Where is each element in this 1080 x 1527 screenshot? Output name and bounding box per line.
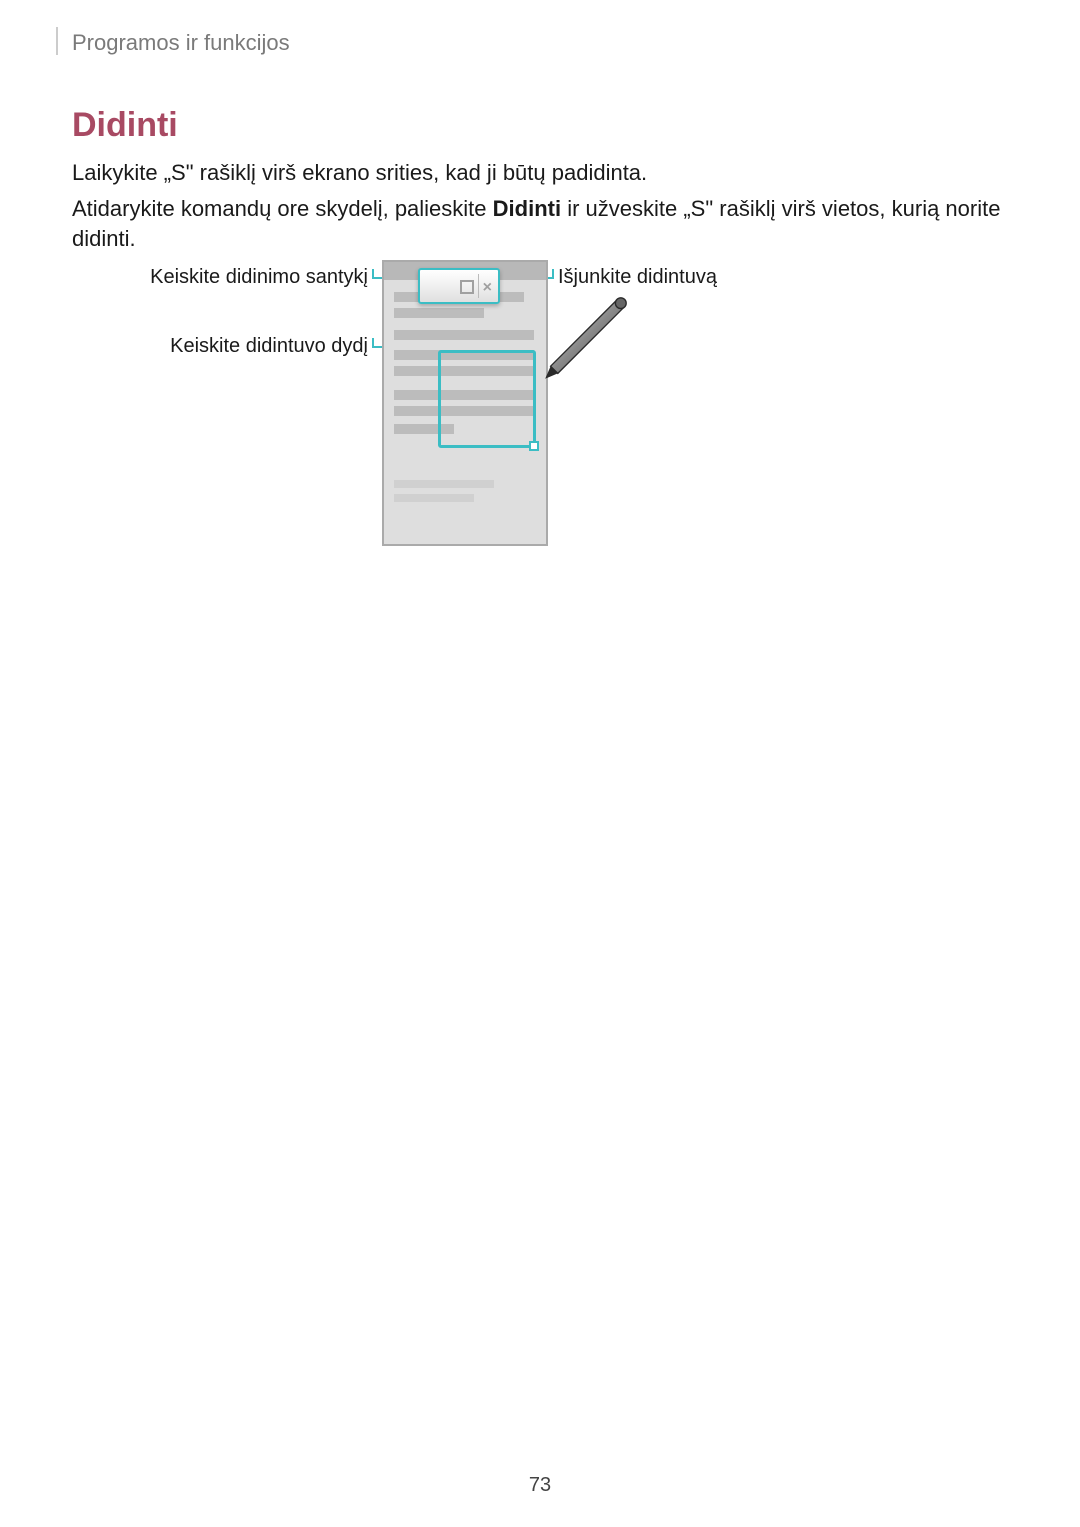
page-title: Didinti (72, 106, 178, 145)
paragraph-2: Atidarykite komandų ore skydelį, paliesk… (72, 194, 1008, 253)
magnifier-toolbar: × (418, 268, 500, 304)
paragraph-2-bold: Didinti (493, 196, 561, 221)
magnifier-resize-handle (529, 441, 539, 451)
phone-illustration: × (382, 260, 548, 546)
breadcrumb: Programos ir funkcijos (72, 30, 290, 56)
magnifier-frame (438, 350, 536, 448)
text-line (394, 494, 474, 502)
callout-turn-off: Išjunkite didintuvą (558, 266, 717, 289)
callout-change-size: Keiskite didintuvo dydį (170, 335, 368, 358)
leader-line-tick (372, 269, 374, 279)
close-icon: × (483, 279, 492, 297)
toolbar-separator (478, 274, 479, 298)
paragraph-2-pre: Atidarykite komandų ore skydelį, paliesk… (72, 196, 493, 221)
resize-icon (460, 280, 474, 294)
leader-line-tick (372, 338, 374, 348)
leader-line-tick (552, 269, 554, 279)
header-divider (56, 27, 58, 55)
s-pen-illustration (538, 296, 628, 386)
text-line (394, 308, 484, 318)
paragraph-1: Laikykite „S" rašiklį virš ekrano sritie… (72, 160, 647, 186)
text-line (394, 330, 534, 340)
page-number: 73 (0, 1474, 1080, 1497)
text-line (394, 480, 494, 488)
callout-change-ratio: Keiskite didinimo santykį (150, 266, 368, 289)
